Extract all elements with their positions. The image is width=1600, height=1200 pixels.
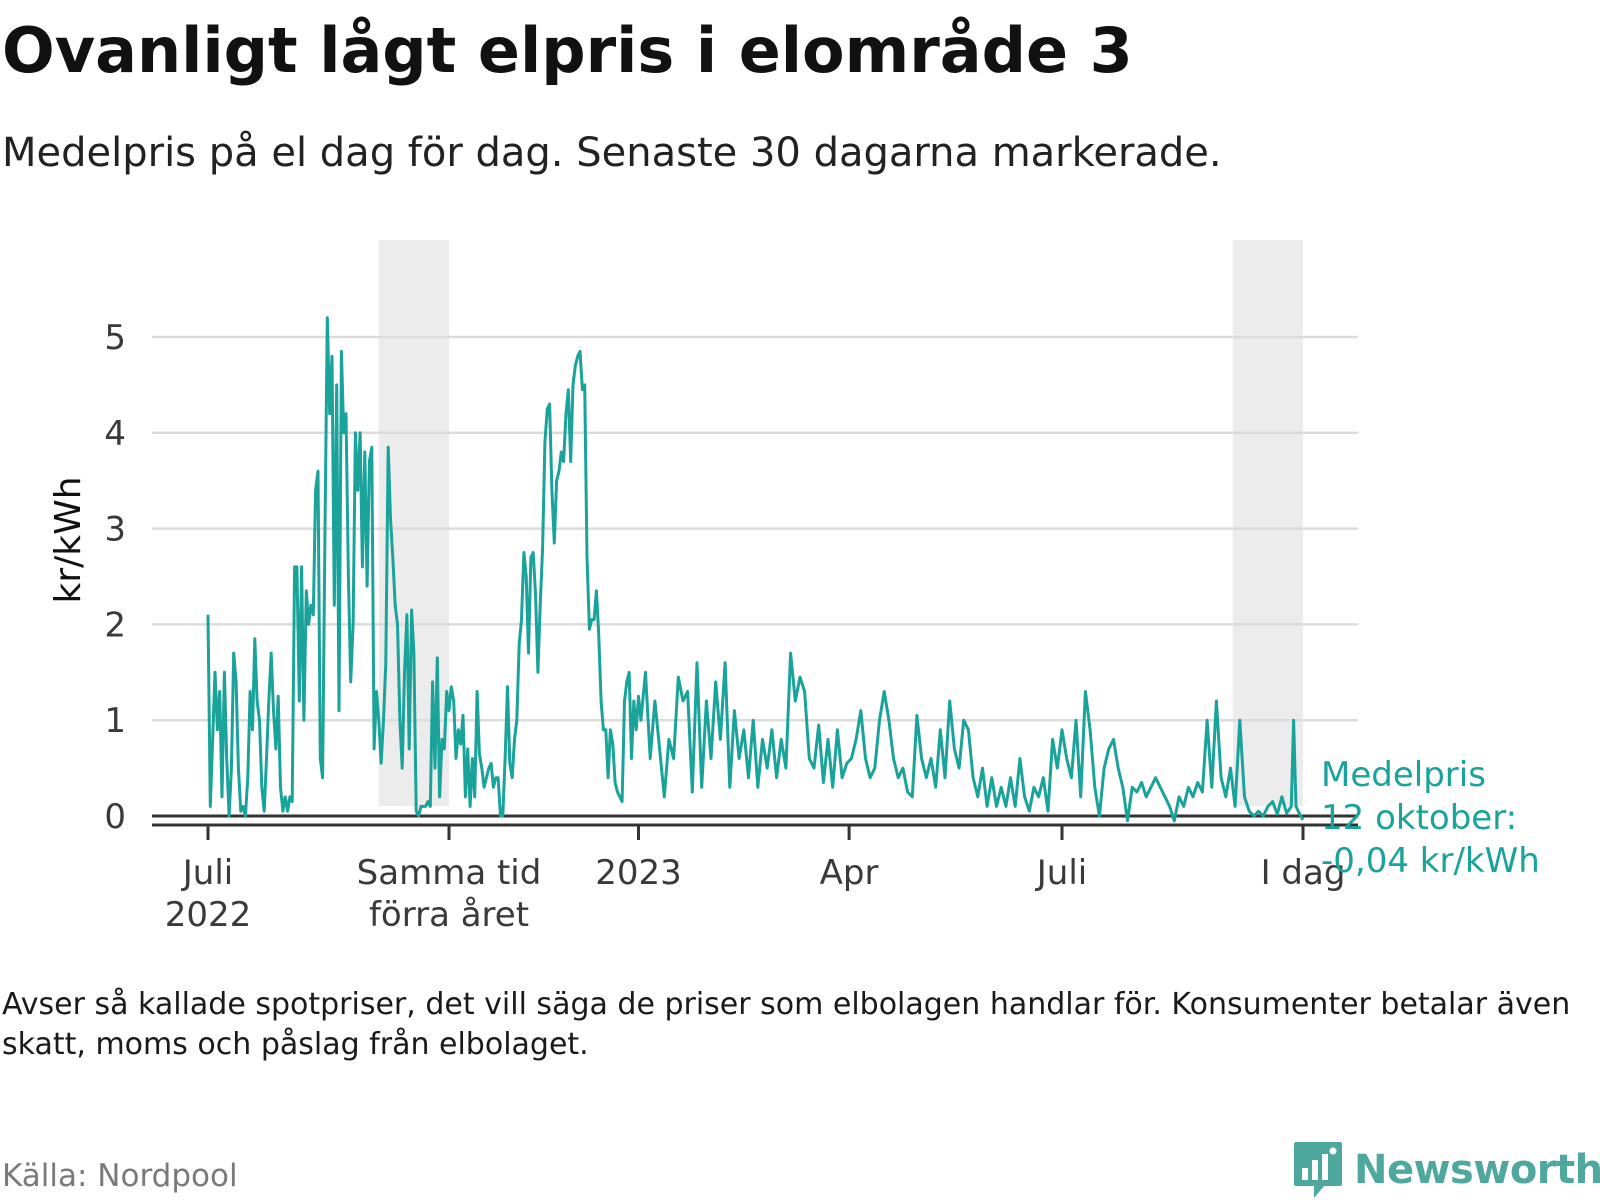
footnote: Avser så kallade spotpriser, det vill sä… — [2, 987, 1571, 1062]
newsworthy-logo-icon — [1294, 1142, 1342, 1198]
brand-name: Newsworthy — [1354, 1147, 1600, 1193]
annotation-line-2: -0,04 kr/kWh — [1321, 841, 1540, 881]
chart-title: Ovanligt lågt elpris i elområde 3 — [2, 14, 1133, 87]
y-axis-title: kr/kWh — [48, 476, 89, 603]
x-tick-label-4-0: Juli — [1035, 853, 1087, 893]
chart-subtitle: Medelpris på el dag för dag. Senaste 30 … — [2, 130, 1222, 176]
annotation-line-0: Medelpris — [1321, 755, 1486, 795]
x-tick-label-0-1: 2022 — [165, 895, 252, 935]
brand-logo: Newsworthy — [1292, 1140, 1600, 1200]
x-tick-label-0-0: Juli — [181, 853, 233, 893]
source-label: Källa: Nordpool — [2, 1158, 238, 1194]
x-tick-label-2-0: 2023 — [595, 853, 682, 893]
y-tick-label-2: 2 — [104, 605, 126, 645]
price-series — [206, 316, 1305, 823]
x-tick-label-5-0: I dag — [1261, 853, 1346, 893]
x-tick-label-3-0: Apr — [820, 853, 879, 893]
series-line-0 — [206, 316, 1305, 823]
x-tick-label-1-0: Samma tid — [357, 853, 542, 893]
y-tick-label-0: 0 — [104, 797, 126, 837]
annotation-line-1: 12 oktober: — [1321, 798, 1517, 838]
y-axis-ticks: 0 1 2 3 4 5 — [104, 318, 126, 837]
highlight-band-1 — [1232, 240, 1303, 806]
y-tick-label-4: 4 — [104, 414, 126, 454]
y-tick-label-5: 5 — [104, 318, 126, 358]
x-tick-label-1-1: förra året — [369, 895, 529, 935]
y-tick-label-1: 1 — [104, 701, 126, 741]
y-tick-label-3: 3 — [104, 510, 126, 550]
